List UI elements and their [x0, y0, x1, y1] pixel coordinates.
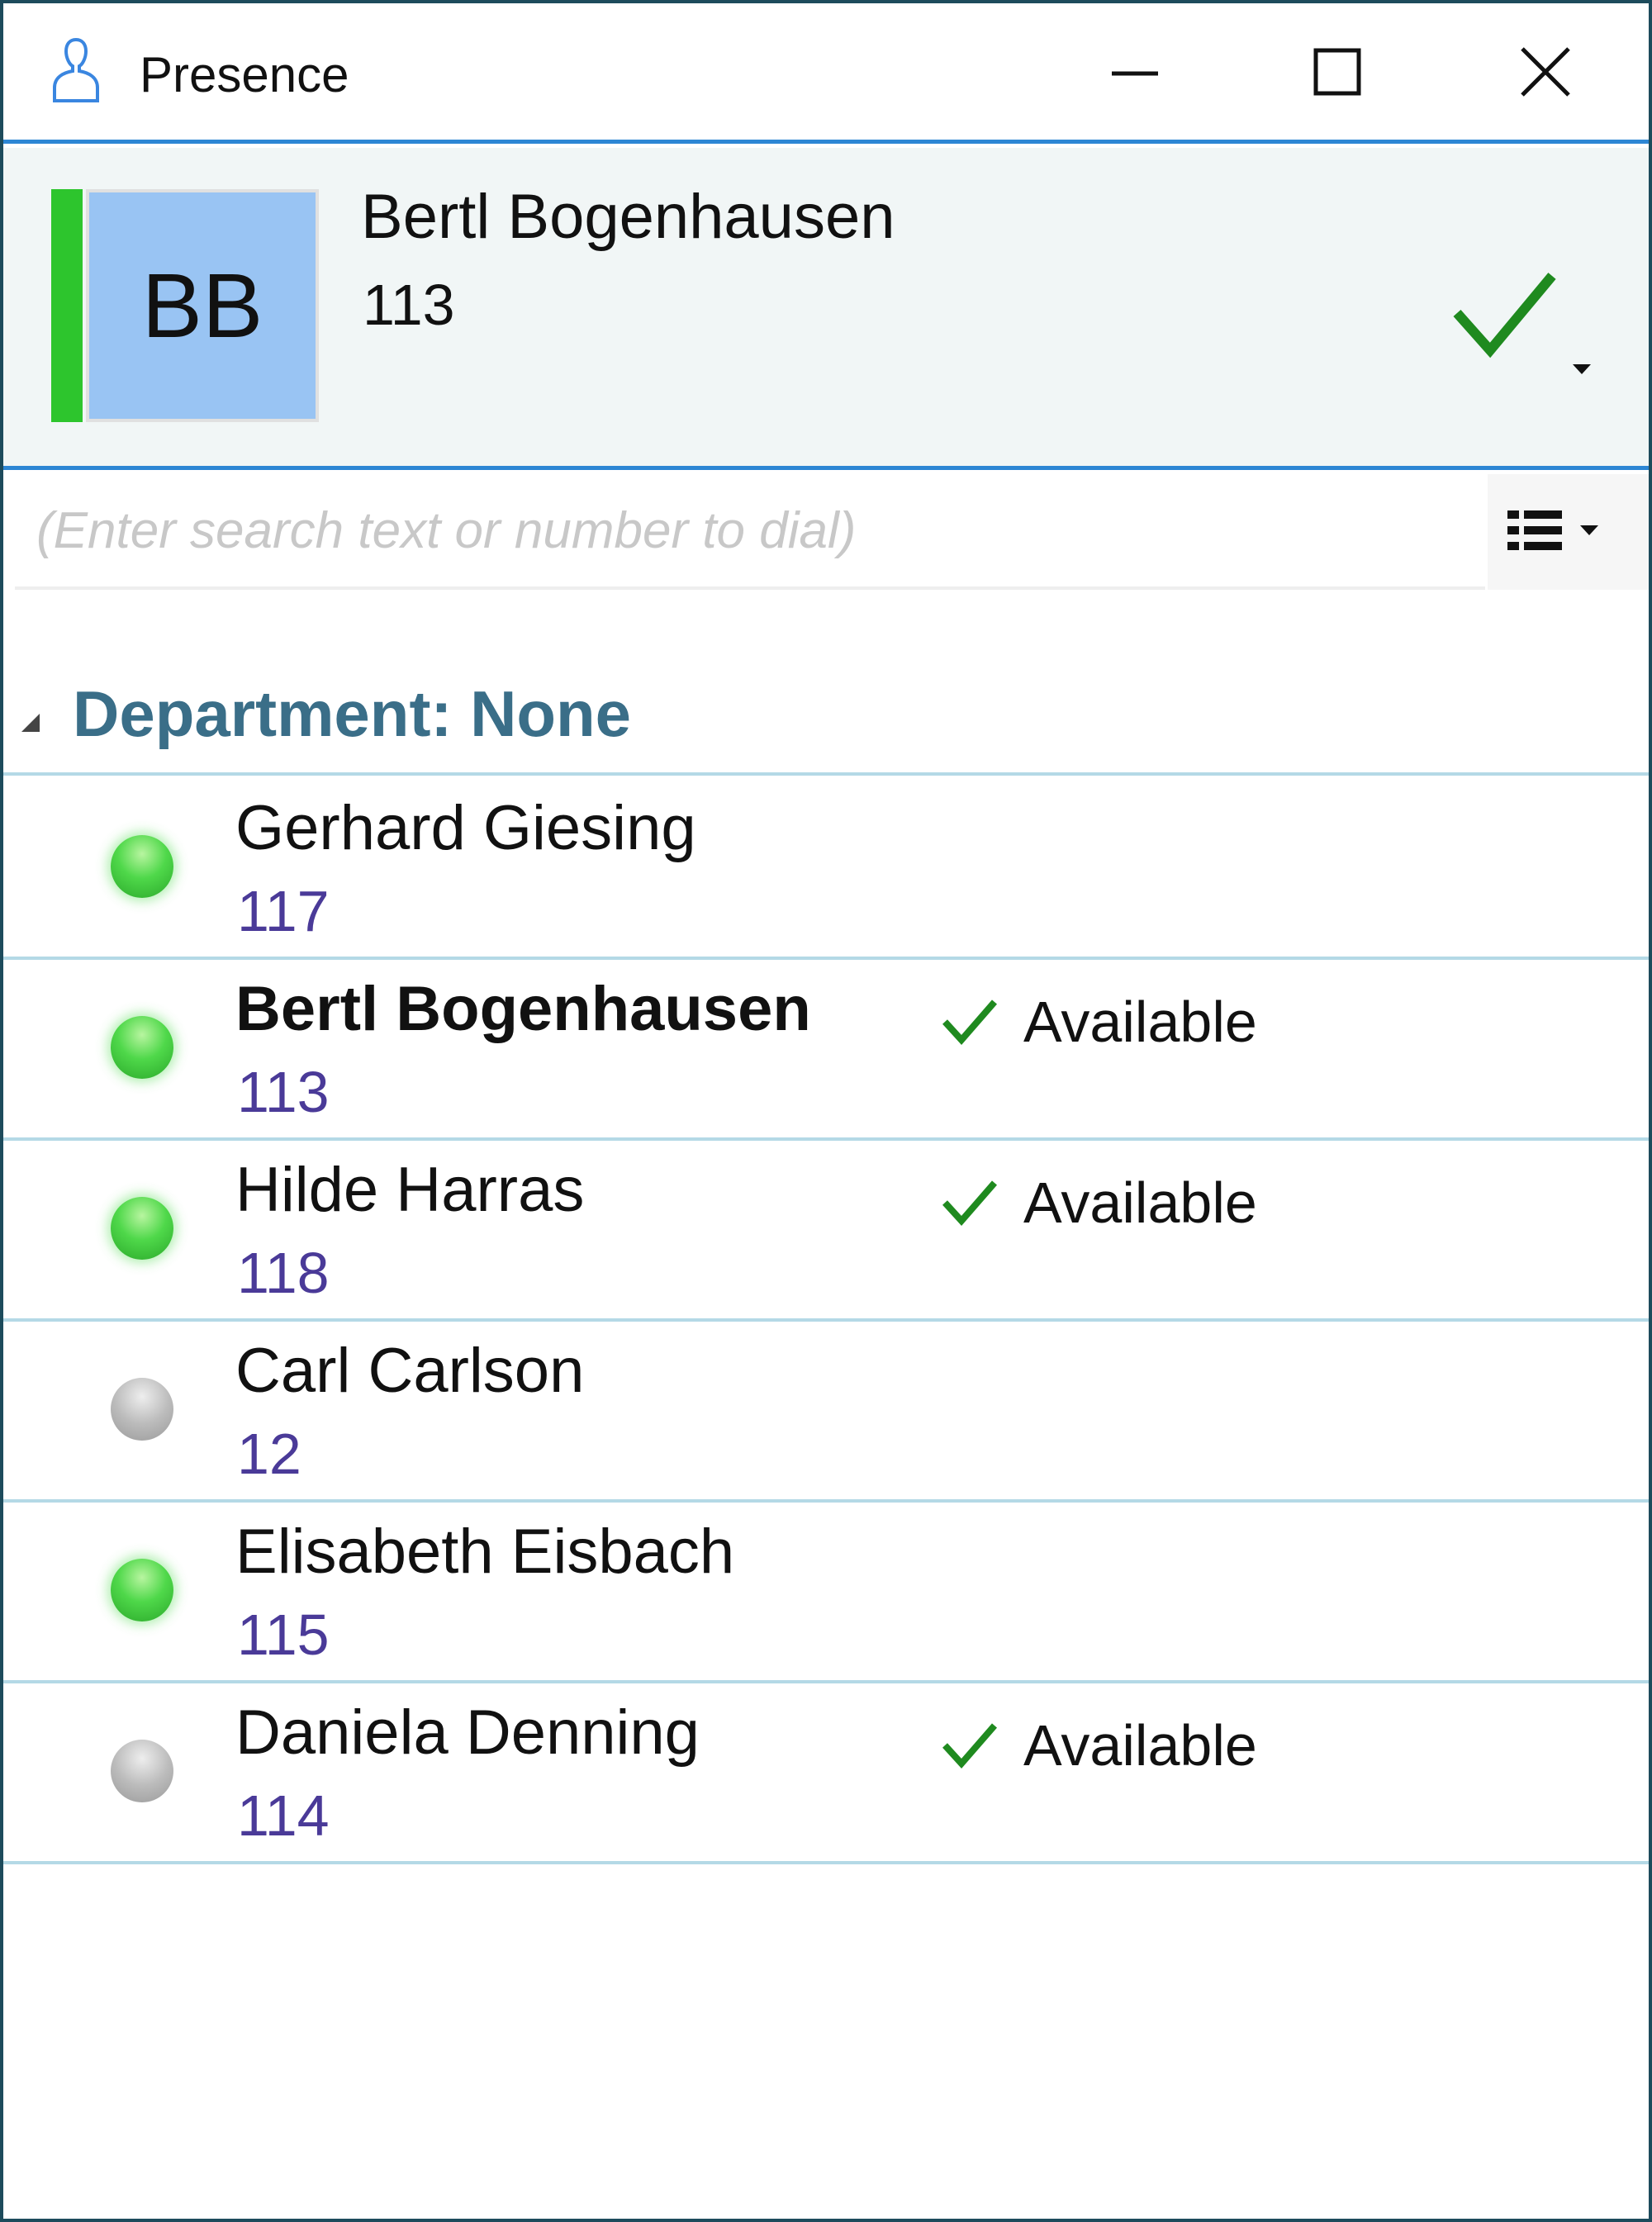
group-header-department[interactable]: Department: None: [3, 668, 1649, 776]
checkmark-icon: [1453, 273, 1556, 358]
status-text: Available: [1023, 1170, 1257, 1235]
contact-row[interactable]: Daniela Denning 114 Available: [3, 1683, 1649, 1864]
presence-dot-icon: [111, 1197, 173, 1260]
minimize-button[interactable]: [1085, 28, 1184, 119]
contact-row[interactable]: Carl Carlson 12: [3, 1322, 1649, 1503]
contact-status: Available: [941, 1708, 1257, 1783]
my-profile-panel: BB Bertl Bogenhausen 113: [3, 148, 1649, 470]
search-input[interactable]: [15, 474, 1485, 586]
checkmark-icon: [942, 1723, 998, 1769]
presence-dot-icon: [111, 1559, 173, 1621]
view-options-button[interactable]: [1488, 474, 1649, 590]
chevron-down-icon: [1573, 364, 1591, 374]
presence-dot-icon: [111, 1016, 173, 1079]
collapse-triangle-icon[interactable]: [21, 714, 40, 732]
status-text: Available: [1023, 990, 1257, 1054]
presence-indicator-bar: [51, 189, 83, 422]
contact-row[interactable]: Bertl Bogenhausen 113 Available: [3, 960, 1649, 1141]
window-title: Presence: [140, 47, 349, 102]
contact-number[interactable]: 117: [237, 879, 330, 943]
contact-row[interactable]: Elisabeth Eisbach 115: [3, 1503, 1649, 1683]
close-button[interactable]: [1496, 28, 1595, 119]
contact-row[interactable]: Gerhard Giesing 117: [3, 779, 1649, 960]
presence-dot-icon: [111, 1378, 173, 1441]
status-text: Available: [1023, 1713, 1257, 1778]
chevron-down-icon: [1580, 525, 1598, 535]
profile-name: Bertl Bogenhausen: [361, 182, 895, 252]
presence-dot-icon: [111, 1740, 173, 1802]
contact-number[interactable]: 118: [237, 1241, 330, 1305]
status-dropdown-button[interactable]: [1441, 264, 1622, 387]
avatar[interactable]: BB: [86, 189, 319, 422]
checkmark-icon: [942, 999, 998, 1046]
contact-number[interactable]: 113: [237, 1060, 330, 1124]
checkmark-icon: [942, 1180, 998, 1227]
maximize-button[interactable]: [1288, 28, 1387, 119]
contact-name: Hilde Harras: [235, 1155, 585, 1225]
group-label: Department: None: [73, 677, 632, 750]
contact-row[interactable]: Hilde Harras 118 Available: [3, 1141, 1649, 1322]
contact-status: Available: [941, 1166, 1257, 1240]
list-icon: [1507, 510, 1562, 550]
search-box[interactable]: [15, 474, 1485, 590]
contact-name: Carl Carlson: [235, 1336, 585, 1406]
contact-name: Daniela Denning: [235, 1697, 700, 1768]
contact-number[interactable]: 115: [237, 1602, 330, 1667]
contact-name: Gerhard Giesing: [235, 793, 696, 863]
title-bar: Presence: [3, 3, 1649, 144]
presence-dot-icon: [111, 835, 173, 898]
contact-name: Elisabeth Eisbach: [235, 1517, 735, 1587]
profile-number: 113: [363, 273, 455, 337]
contact-number[interactable]: 114: [237, 1783, 330, 1848]
contact-number[interactable]: 12: [237, 1422, 301, 1486]
contact-status: Available: [941, 985, 1257, 1059]
contact-name: Bertl Bogenhausen: [235, 974, 811, 1044]
person-icon: [53, 37, 99, 102]
